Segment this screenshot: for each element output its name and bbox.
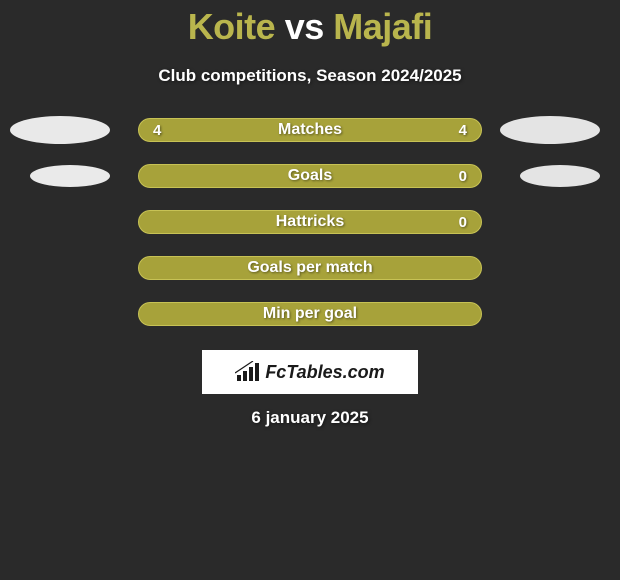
- stat-bar: Goals per match: [138, 256, 482, 280]
- date-label: 6 january 2025: [0, 408, 620, 428]
- player1-name: Koite: [188, 6, 276, 47]
- logo-badge: FcTables.com: [202, 350, 418, 394]
- stat-row-goals-per-match: Goals per match: [0, 256, 620, 280]
- ellipse-right: [500, 116, 600, 144]
- stat-row-matches: 4 Matches 4: [0, 118, 620, 142]
- stat-row-min-per-goal: Min per goal: [0, 302, 620, 326]
- stat-label: Matches: [278, 121, 342, 139]
- ellipse-right: [520, 165, 600, 187]
- stat-right-value: 0: [459, 214, 467, 231]
- stat-bar: Goals 0: [138, 164, 482, 188]
- stat-row-hattricks: Hattricks 0: [0, 210, 620, 234]
- stat-label: Hattricks: [276, 213, 344, 231]
- page-title: Koite vs Majafi: [0, 6, 620, 48]
- stat-bar: Hattricks 0: [138, 210, 482, 234]
- stat-bar: 4 Matches 4: [138, 118, 482, 142]
- ellipse-left: [30, 165, 110, 187]
- chart-icon: [235, 361, 261, 383]
- stat-label: Goals: [288, 167, 332, 185]
- stat-rows: 4 Matches 4 Goals 0 Hattricks 0: [0, 118, 620, 326]
- stat-label: Goals per match: [247, 259, 372, 277]
- player2-name: Majafi: [333, 6, 432, 47]
- stat-left-value: 4: [153, 122, 161, 139]
- vs-separator: vs: [285, 6, 324, 47]
- comparison-card: Koite vs Majafi Club competitions, Seaso…: [0, 0, 620, 428]
- stat-bar: Min per goal: [138, 302, 482, 326]
- logo-text: FcTables.com: [265, 362, 384, 383]
- ellipse-left: [10, 116, 110, 144]
- subtitle: Club competitions, Season 2024/2025: [0, 66, 620, 86]
- stat-label: Min per goal: [263, 305, 357, 323]
- stat-right-value: 0: [459, 168, 467, 185]
- logo-inner: FcTables.com: [235, 361, 384, 383]
- stat-row-goals: Goals 0: [0, 164, 620, 188]
- stat-right-value: 4: [459, 122, 467, 139]
